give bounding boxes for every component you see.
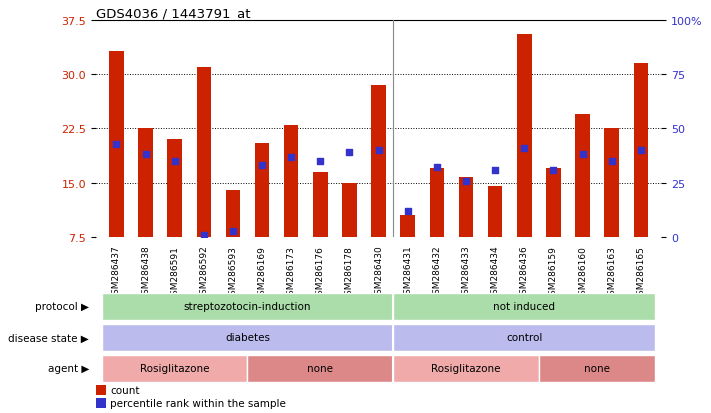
Point (431, 165, 442, 171)
Point (489, 167, 501, 173)
Point (169, 158, 181, 165)
Bar (102, 355, 247, 382)
Bar (393, 355, 539, 382)
Point (577, 152, 588, 159)
Point (257, 163, 268, 169)
Bar (96, 385, 106, 395)
Bar (459, 178, 474, 237)
Bar (109, 52, 124, 237)
Bar (634, 64, 648, 237)
Bar (196, 68, 211, 237)
Point (518, 145, 530, 152)
Bar (342, 183, 357, 237)
Point (315, 158, 326, 165)
Point (111, 141, 122, 147)
Point (198, 232, 210, 239)
Text: control: control (506, 332, 542, 343)
Text: percentile rank within the sample: percentile rank within the sample (110, 398, 286, 408)
Bar (393, 324, 656, 351)
Point (344, 150, 356, 156)
Bar (102, 324, 393, 351)
Point (228, 228, 239, 234)
Text: streptozotocin-induction: streptozotocin-induction (183, 301, 311, 312)
Bar (517, 35, 532, 237)
Bar (255, 143, 269, 237)
Bar (539, 355, 656, 382)
Bar (102, 293, 393, 320)
Bar (167, 140, 182, 237)
Text: none: none (584, 363, 610, 374)
Bar (604, 129, 619, 237)
Text: agent ▶: agent ▶ (48, 363, 89, 374)
Point (606, 158, 617, 165)
Bar (575, 114, 590, 237)
Text: GDS4036 / 1443791_at: GDS4036 / 1443791_at (96, 7, 250, 19)
Text: Rosiglitazone: Rosiglitazone (140, 363, 210, 374)
Bar (400, 216, 415, 237)
Point (373, 147, 384, 154)
Point (460, 178, 471, 184)
Bar (284, 126, 299, 237)
Bar (225, 190, 240, 237)
Point (140, 152, 151, 159)
Text: none: none (307, 363, 333, 374)
Point (402, 208, 413, 215)
Bar (247, 355, 393, 382)
Bar (488, 187, 503, 237)
Text: Rosiglitazone: Rosiglitazone (432, 363, 501, 374)
Text: disease state ▶: disease state ▶ (8, 332, 89, 343)
Bar (429, 169, 444, 237)
Bar (313, 173, 328, 237)
Text: not induced: not induced (493, 301, 555, 312)
Text: diabetes: diabetes (225, 332, 270, 343)
Bar (371, 86, 386, 237)
Bar (96, 398, 106, 408)
Bar (138, 129, 153, 237)
Bar (393, 293, 656, 320)
Point (635, 147, 646, 154)
Point (547, 167, 559, 173)
Bar (546, 169, 561, 237)
Point (286, 154, 297, 161)
Text: protocol ▶: protocol ▶ (35, 301, 89, 312)
Text: count: count (110, 385, 139, 395)
